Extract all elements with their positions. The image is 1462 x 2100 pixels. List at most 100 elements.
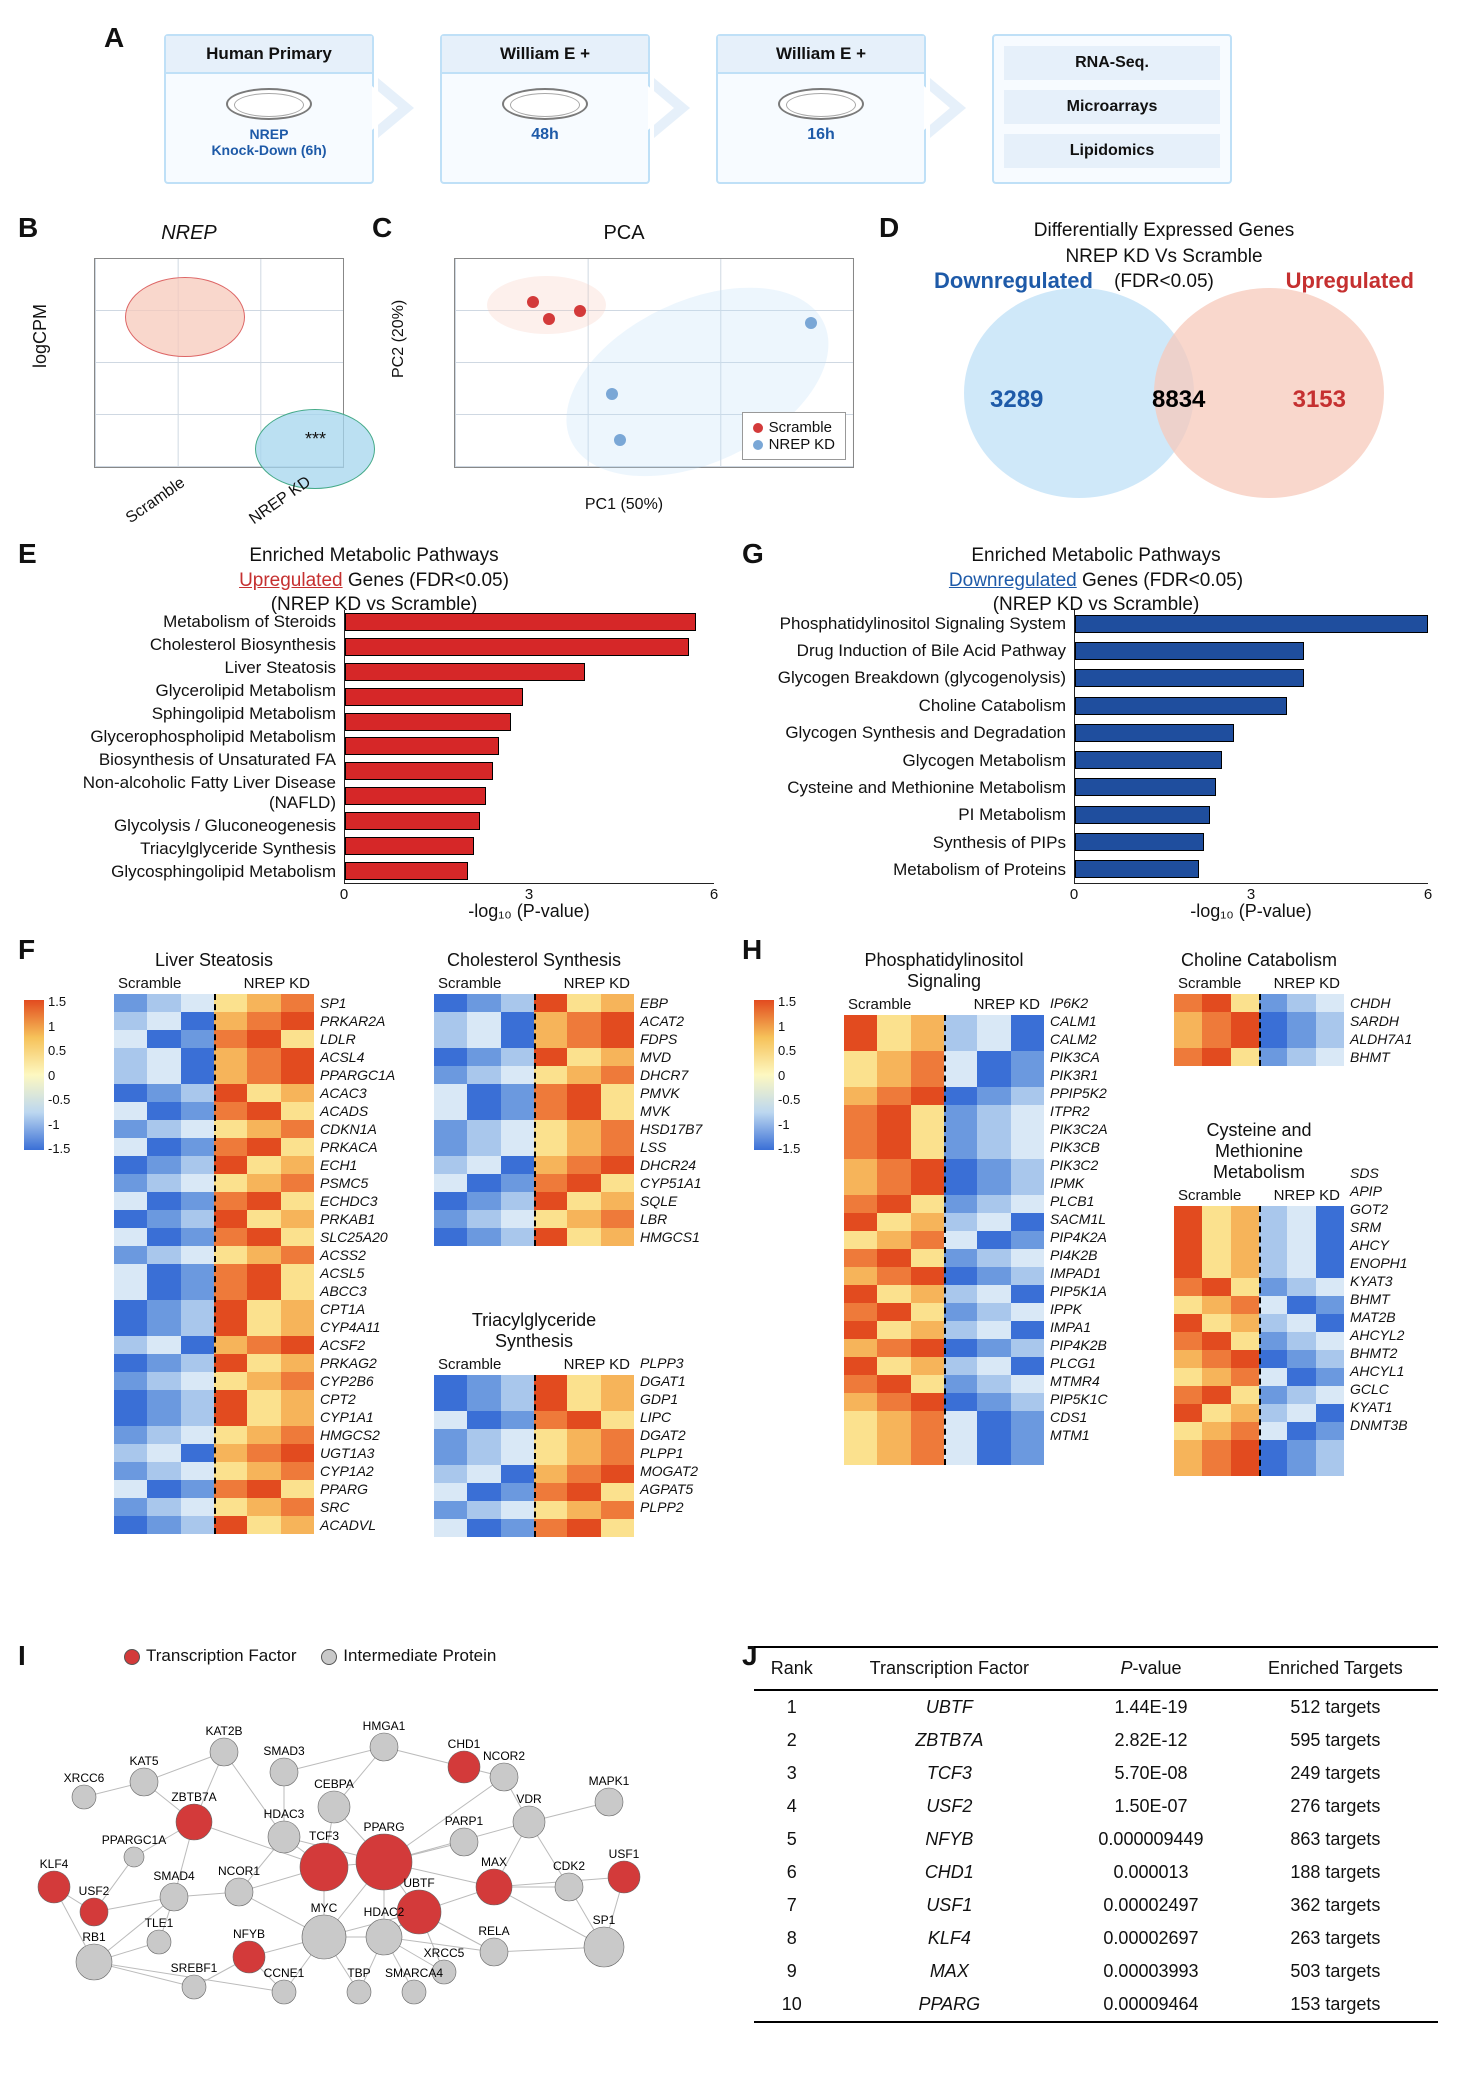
c-xlabel: PC1 (50%) (384, 496, 864, 514)
heatmap-cell (844, 1015, 877, 1033)
network-node (584, 1927, 624, 1967)
heatmap-gene-label: PRKAG2 (320, 1354, 395, 1372)
heatmap-cell (567, 1102, 600, 1120)
heatmap-cell (1231, 1422, 1259, 1440)
heatmap-gene-label: PIP4K2B (1050, 1336, 1108, 1354)
table-cell: 6 (754, 1856, 830, 1889)
heatmap-cell (114, 1498, 147, 1516)
heatmap-title: Phosphatidylinositol Signaling (844, 950, 1044, 992)
heatmap-cell (534, 1174, 567, 1192)
heatmap-cell (247, 1282, 280, 1300)
heatmap-gene-label: ACSL5 (320, 1264, 395, 1282)
heatmap-cell (467, 994, 500, 1012)
heatmap-cell (1287, 1012, 1315, 1030)
bar-label: Glycogen Synthesis and Degradation (754, 723, 1066, 743)
heatmap-cell (501, 1156, 534, 1174)
heatmap-cell (567, 1120, 600, 1138)
heatmap-cell (114, 1012, 147, 1030)
heatmap-gene-label: ABCC3 (320, 1282, 395, 1300)
heatmap-cell (147, 994, 180, 1012)
heatmap-cell (281, 1390, 314, 1408)
heatmap-title: Liver Steatosis (114, 950, 314, 971)
heatmap-cell (1231, 1296, 1259, 1314)
heatmap-cell (214, 1480, 247, 1498)
heatmap-cell (567, 1174, 600, 1192)
heatmap-cell (1259, 1242, 1287, 1260)
heatmap-cell (877, 1231, 910, 1249)
heatmap-cell (281, 1192, 314, 1210)
table-cell: 8 (754, 1922, 830, 1955)
heatmap-cell (877, 1429, 910, 1447)
heatmap-cell (911, 1321, 944, 1339)
heatmap-gene-label: ACSF2 (320, 1336, 395, 1354)
heatmap-cell (1174, 1350, 1202, 1368)
heatmap-cell (501, 1447, 534, 1465)
heatmap-cell (601, 1120, 634, 1138)
bar (1075, 778, 1216, 796)
bar-label: Glycogen Breakdown (glycogenolysis) (754, 668, 1066, 688)
b-ylabel: logCPM (30, 304, 51, 368)
heatmap-cell (1287, 1440, 1315, 1458)
heatmap-cell (877, 1105, 910, 1123)
network-node (347, 1980, 371, 2004)
heatmap-cell (977, 1051, 1010, 1069)
network-node (476, 1869, 512, 1905)
table-cell: TCF3 (830, 1757, 1070, 1790)
heatmap-gene-label: PRKAR2A (320, 1012, 395, 1030)
heatmap-cell (114, 1516, 147, 1534)
colorbar-tick: 1.5 (48, 994, 70, 1009)
heatmap-cell (1259, 1278, 1287, 1296)
heatmap-cell (534, 1012, 567, 1030)
heatmap-grid (434, 1375, 634, 1537)
heatmap-cell (567, 1192, 600, 1210)
heatmap-cell (467, 1012, 500, 1030)
bar-label: Phosphatidylinositol Signaling System (754, 614, 1066, 634)
heatmap-cell (1259, 1224, 1287, 1242)
heatmap-cell (247, 1516, 280, 1534)
heatmap-cell (434, 1174, 467, 1192)
network-node-label: SMAD3 (263, 1744, 305, 1758)
heatmap-cell (1202, 1030, 1230, 1048)
heatmap-cell (1174, 1012, 1202, 1030)
heatmap-col-header: ScrambleNREP KD (1174, 1187, 1344, 1206)
heatmap-cell (214, 1138, 247, 1156)
heatmap-cell (247, 1174, 280, 1192)
heatmap-cell (247, 1084, 280, 1102)
heatmap-cell (944, 1141, 977, 1159)
heatmap-cell (467, 1501, 500, 1519)
bar-label: Synthesis of PIPs (754, 833, 1066, 853)
heatmap-cell (977, 1231, 1010, 1249)
heatmap-gene-label: GOT2 (1350, 1200, 1408, 1218)
heatmap-cell (911, 1339, 944, 1357)
panel-g-barchart: Enriched Metabolic Pathways Downregulate… (754, 544, 1438, 924)
heatmap-cell (467, 1228, 500, 1246)
heatmap-triacylglyceride: Triacylglyceride SynthesisScrambleNREP K… (434, 1310, 634, 1537)
heatmap-cholesterol: Cholesterol SynthesisScrambleNREP KDEBPA… (434, 950, 634, 1246)
heatmap-gene-label: CALM2 (1050, 1030, 1108, 1048)
heatmap-cell (181, 1516, 214, 1534)
arrow-icon (930, 78, 990, 138)
heatmap-cell (214, 1012, 247, 1030)
heatmap-cell (944, 1321, 977, 1339)
heatmap-cell (1231, 1206, 1259, 1224)
heatmap-cell (911, 1087, 944, 1105)
b-xticks: Scramble NREP KD (94, 492, 344, 510)
heatmap-cell (281, 1516, 314, 1534)
heatmap-cell (247, 1372, 280, 1390)
step2-header: William E + (442, 36, 648, 74)
heatmap-cell (434, 1483, 467, 1501)
heatmap-gene-label: KYAT1 (1350, 1398, 1408, 1416)
network-node-label: TLE1 (145, 1916, 174, 1930)
heatmap-cell (944, 1195, 977, 1213)
bar (1075, 697, 1287, 715)
heatmap-cell (281, 1426, 314, 1444)
heatmap-cell (601, 1012, 634, 1030)
network-node (397, 1890, 441, 1934)
heatmap-cell (944, 1429, 977, 1447)
panel-b-violin: NREP logCPM *** Scramble NREP KD (24, 218, 354, 518)
panel-a-workflow: Human Primary NREP Knock-Down (6h) Willi… (164, 24, 1284, 194)
heatmap-cell (567, 1411, 600, 1429)
heatmap-gene-label: CPT1A (320, 1300, 395, 1318)
heatmap-cell (247, 1354, 280, 1372)
heatmap-cell (281, 1354, 314, 1372)
